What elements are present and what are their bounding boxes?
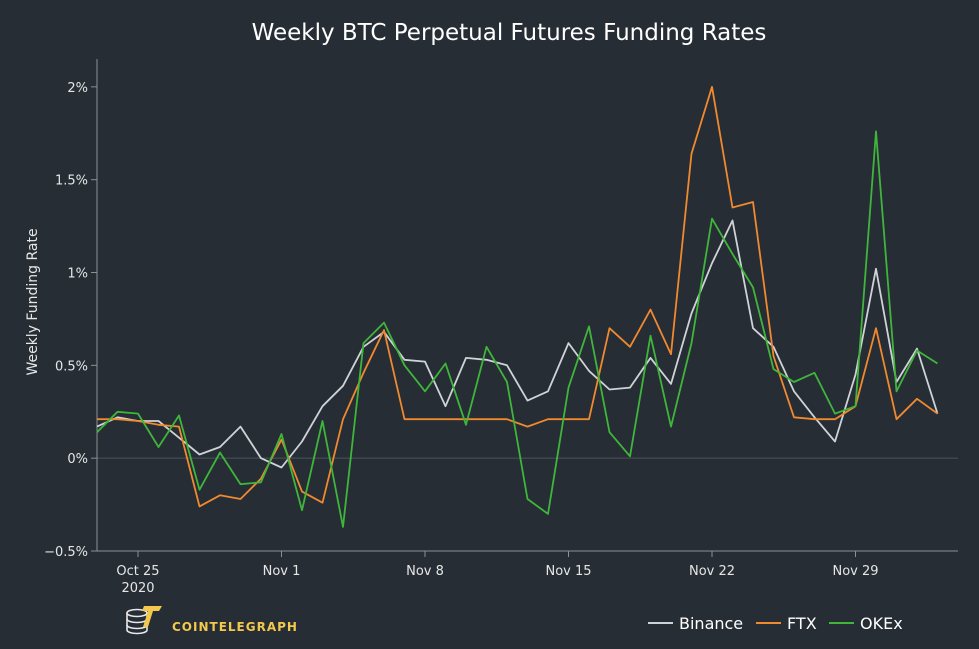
chart-title: Weekly BTC Perpetual Futures Funding Rat…: [252, 20, 767, 46]
cointelegraph-logo: COINTELEGRAPH: [126, 606, 298, 635]
series-line-ftx: [97, 85, 939, 508]
x-tick-label: Nov 1: [263, 564, 301, 579]
cointelegraph-wordmark: COINTELEGRAPH: [172, 620, 298, 634]
legend-label-okex: OKEx: [860, 614, 903, 633]
y-tick-label: 1%: [67, 267, 88, 282]
x-tick-label: Nov 22: [689, 564, 735, 579]
y-tick-label: 1.5%: [55, 174, 88, 189]
series-line-binance: [96, 219, 939, 469]
x-tick-sublabel: 2020: [121, 581, 154, 596]
legend-label-binance: Binance: [679, 614, 743, 633]
legend-label-ftx: FTX: [787, 614, 817, 633]
y-tick-label: 0.5%: [55, 359, 88, 374]
x-tick-label: Nov 29: [832, 564, 878, 579]
axis-layer: −0.5% 0% 0.5% 1% 1.5% 2% Oct 25 2020 Nov 1 Nov 8 N…: [44, 59, 958, 596]
series-line-okex: [96, 130, 938, 528]
y-tick-label: 2%: [67, 81, 88, 96]
series-layer: [96, 85, 939, 528]
x-tick-label: Oct 25: [116, 564, 159, 579]
y-axis-label: Weekly Funding Rate: [25, 228, 41, 375]
y-tick-label: 0%: [67, 452, 88, 467]
x-tick-label: Nov 15: [545, 564, 591, 579]
y-tick-label: −0.5%: [44, 545, 88, 560]
legend: Binance FTX OKEx: [648, 614, 903, 633]
x-tick-label: Nov 8: [406, 564, 444, 579]
